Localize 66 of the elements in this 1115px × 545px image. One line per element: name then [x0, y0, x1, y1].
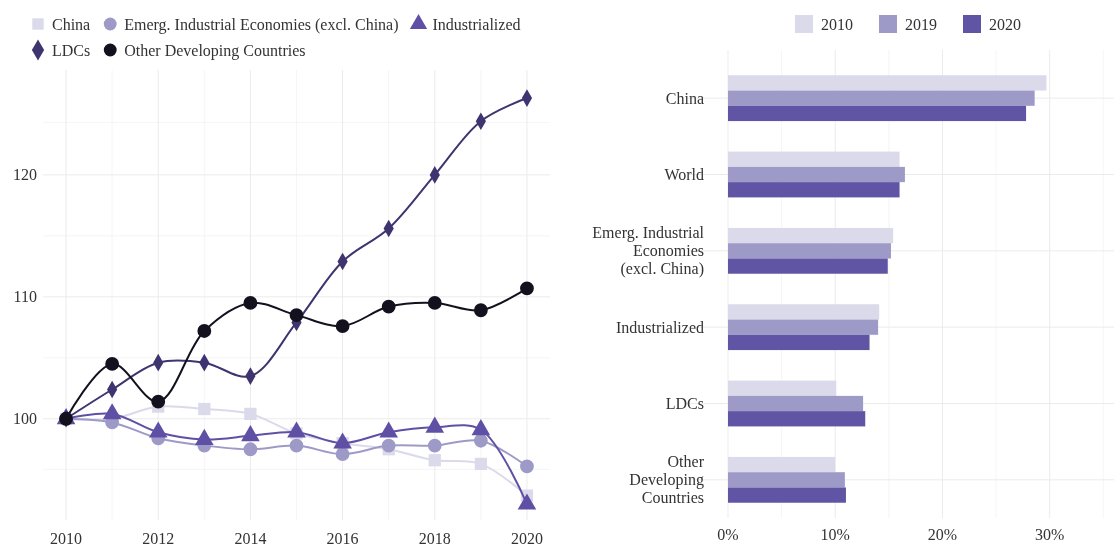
bar — [728, 182, 900, 198]
x-tick-label: 2012 — [142, 530, 175, 545]
bar — [728, 166, 905, 183]
point — [427, 438, 442, 453]
point — [335, 319, 350, 333]
legend-label: 2010 — [821, 15, 853, 33]
y-tick-label: Other Developing Countries — [629, 453, 705, 507]
y-tick-label: Emerg. Industrial Economies (excl. China) — [592, 224, 705, 279]
point — [105, 357, 120, 371]
point — [428, 454, 441, 467]
point — [289, 438, 304, 453]
x-tick-label: 20% — [927, 526, 958, 543]
y-tick-label: 110 — [13, 288, 37, 306]
bar — [728, 258, 888, 274]
point — [151, 394, 166, 409]
bar — [728, 304, 880, 320]
y-tick-label: World — [664, 166, 704, 184]
x-tick-label: 2010 — [50, 530, 83, 545]
legend-label: China — [52, 15, 91, 33]
legend-label: 2020 — [989, 15, 1021, 33]
point — [520, 459, 534, 474]
legend-label: Other Developing Countries — [124, 41, 306, 60]
legend-label: 2019 — [905, 15, 937, 33]
y-tick-label: China — [665, 89, 704, 107]
bar — [728, 243, 891, 259]
point — [243, 442, 258, 457]
point — [289, 308, 304, 323]
point — [244, 407, 257, 421]
x-tick-label: 10% — [820, 526, 850, 543]
bar — [728, 151, 900, 167]
x-tick-label: 2016 — [326, 530, 359, 545]
bar — [728, 411, 866, 427]
x-tick-label: 2020 — [510, 530, 543, 545]
x-tick-label: 0% — [717, 526, 739, 543]
bar — [728, 334, 870, 351]
bar — [728, 75, 1047, 91]
bar — [728, 487, 846, 503]
point — [197, 324, 212, 338]
point — [427, 296, 442, 310]
x-tick-label: 2018 — [418, 530, 451, 545]
bar — [728, 380, 837, 396]
y-tick-label: 120 — [13, 166, 37, 184]
point — [381, 299, 396, 314]
bar — [728, 319, 879, 335]
point — [474, 457, 487, 471]
legend-label: Emerg. Industrial Economies (excl. China) — [124, 15, 399, 34]
legend-label: LDCs — [52, 41, 91, 59]
bar — [728, 105, 1027, 122]
point — [243, 296, 258, 310]
bar — [728, 90, 1035, 106]
bar — [728, 227, 894, 244]
point — [473, 433, 488, 448]
point — [520, 281, 534, 296]
bar — [728, 472, 845, 488]
point — [335, 447, 350, 462]
legend-label: Industrialized — [432, 15, 521, 33]
y-tick-label: Industrialized — [616, 318, 704, 336]
x-tick-label: 2014 — [234, 530, 267, 545]
point — [473, 303, 488, 318]
bar — [728, 456, 836, 473]
x-tick-label: 30% — [1035, 526, 1065, 543]
point — [198, 402, 211, 416]
bar — [728, 395, 864, 412]
point — [381, 438, 396, 453]
y-tick-label: LDCs — [665, 395, 704, 413]
y-tick-label: 100 — [13, 410, 37, 428]
